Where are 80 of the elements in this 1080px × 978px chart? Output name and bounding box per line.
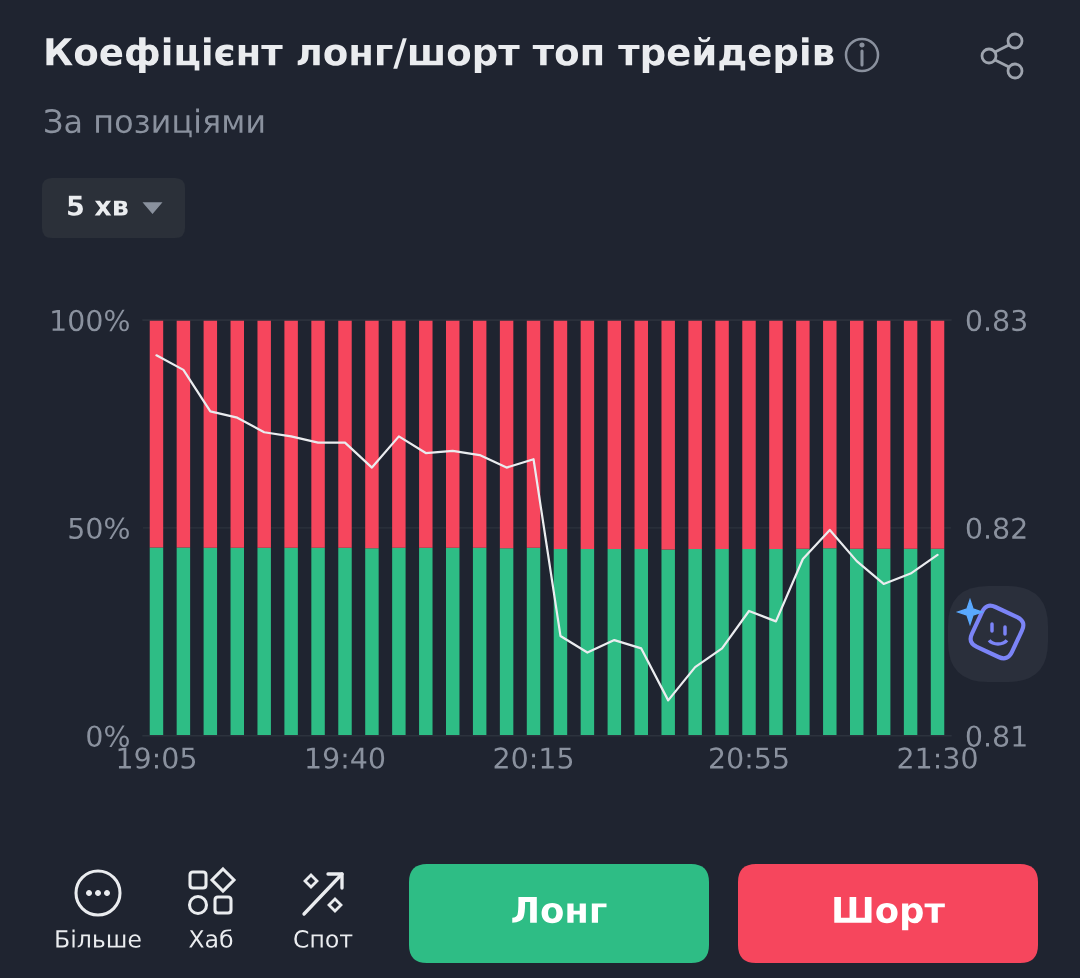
y2-tick-label: 0.83 — [966, 309, 1026, 332]
bar — [930, 548, 945, 736]
bar — [526, 320, 541, 548]
bar — [499, 548, 514, 736]
bar — [607, 549, 622, 736]
text: Спот — [294, 929, 353, 948]
line-series — [155, 354, 939, 702]
x-tick-label: 19:05 — [118, 747, 196, 769]
bar — [203, 547, 218, 736]
bar — [796, 320, 810, 549]
bar — [850, 320, 864, 549]
y2-tick-label: 0.81 — [966, 725, 1026, 747]
bar — [365, 548, 379, 736]
bar — [257, 320, 271, 548]
bar — [149, 547, 164, 736]
bar — [311, 320, 325, 548]
y2-tick-label: 0.82 — [966, 517, 1026, 540]
text: 5 хв — [68, 195, 128, 216]
bar — [338, 320, 352, 548]
bar — [688, 320, 702, 550]
bar — [419, 320, 433, 548]
bar — [607, 320, 622, 550]
bar — [203, 320, 218, 548]
bar — [580, 320, 595, 550]
x-tick-label: 20:55 — [710, 747, 788, 769]
bar — [634, 549, 648, 736]
bar — [230, 547, 244, 736]
bar — [688, 549, 702, 736]
bar — [903, 548, 918, 736]
bar — [634, 320, 648, 550]
bar — [419, 547, 433, 736]
bar — [149, 320, 164, 548]
bar — [499, 320, 514, 549]
x-tick-label: 19:40 — [307, 747, 385, 769]
text: Лонг — [512, 896, 607, 924]
bar — [661, 549, 675, 736]
text: Шорт — [834, 896, 945, 931]
bar — [338, 547, 352, 736]
text: Більше — [56, 929, 141, 948]
x-tick-label: 20:15 — [494, 747, 573, 769]
bar — [715, 549, 729, 736]
bar — [823, 320, 837, 549]
bar — [769, 320, 783, 550]
bar — [472, 320, 487, 548]
bar — [742, 549, 756, 736]
bar — [876, 320, 891, 549]
y-tick-label: 100% — [52, 309, 129, 332]
bar — [769, 549, 783, 736]
y-tick-label: 0% — [87, 725, 129, 747]
text: Хаб — [189, 929, 233, 948]
chart-subtitle: За позиціями — [45, 108, 264, 138]
chart-title: Коефіцієнт лонг/шорт топ трейдерів — [46, 36, 834, 74]
x-tick-label: 21:30 — [898, 747, 977, 769]
bar — [446, 320, 460, 548]
bar — [311, 547, 325, 736]
bar — [392, 320, 406, 548]
bar — [446, 547, 460, 736]
bar — [796, 548, 810, 736]
bar — [553, 320, 568, 550]
bar — [257, 547, 271, 736]
bar — [742, 320, 756, 550]
bar — [661, 320, 675, 550]
bar — [876, 548, 891, 736]
bar — [580, 549, 595, 736]
bar — [176, 320, 191, 548]
bar — [230, 320, 244, 548]
bar — [392, 547, 406, 736]
bar — [365, 320, 379, 549]
bar — [903, 320, 918, 549]
bar — [930, 320, 945, 549]
bar — [526, 547, 541, 736]
bar — [823, 548, 837, 736]
bar — [472, 547, 487, 736]
bar — [284, 320, 298, 548]
bar — [176, 547, 191, 736]
bar — [715, 320, 729, 550]
bar — [850, 548, 864, 736]
bar — [553, 549, 568, 736]
bar — [284, 547, 298, 736]
y-tick-label: 50% — [69, 517, 129, 540]
